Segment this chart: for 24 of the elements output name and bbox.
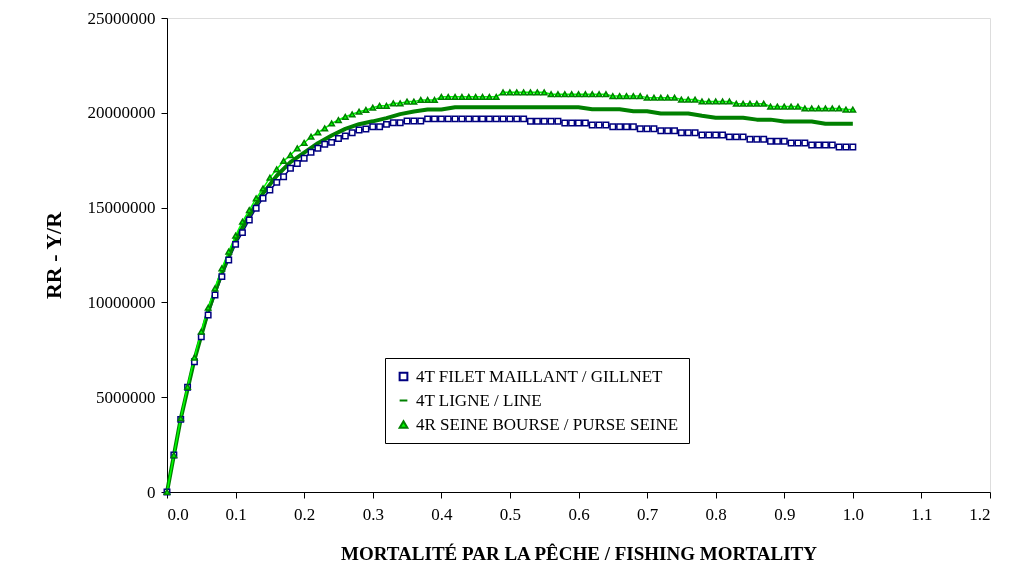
y-axis-title: RR - Y/R [40,210,66,300]
legend-label: 4T LIGNE / LINE [416,390,542,410]
y-tick-label: 25000000 [87,8,156,28]
x-tick-label: 0.6 [568,504,590,524]
legend-label: 4R SEINE BOURSE / PURSE SEINE [416,414,679,434]
legend-label: 4T FILET MAILLANT / GILLNET [416,366,664,386]
x-tick-label: 0.4 [431,504,453,524]
y-tick-label: 15000000 [87,198,156,218]
x-tick-label: 0.2 [294,504,316,524]
x-tick-label: 1.2 [969,504,991,524]
x-tick-label: 0.5 [499,504,522,524]
y-tick-label: 10000000 [87,292,156,312]
x-tick-label: 1.1 [911,504,933,524]
y-tick-label: 20000000 [87,103,156,123]
y-tick-label: 0 [147,482,156,502]
x-tick-label: 0.8 [705,504,727,524]
y-tick-label: 5000000 [96,387,156,407]
x-tick-label: 0.1 [225,504,247,524]
x-tick-label: 0.3 [362,504,384,524]
x-tick-label: 1.0 [842,504,864,524]
x-axis-title: MORTALITÉ PAR LA PÊCHE / FISHING MORTALITY [341,542,818,564]
x-tick-label: 0.9 [774,504,796,524]
x-tick-label: 0.0 [167,504,189,524]
x-tick-label: 0.7 [636,504,659,524]
